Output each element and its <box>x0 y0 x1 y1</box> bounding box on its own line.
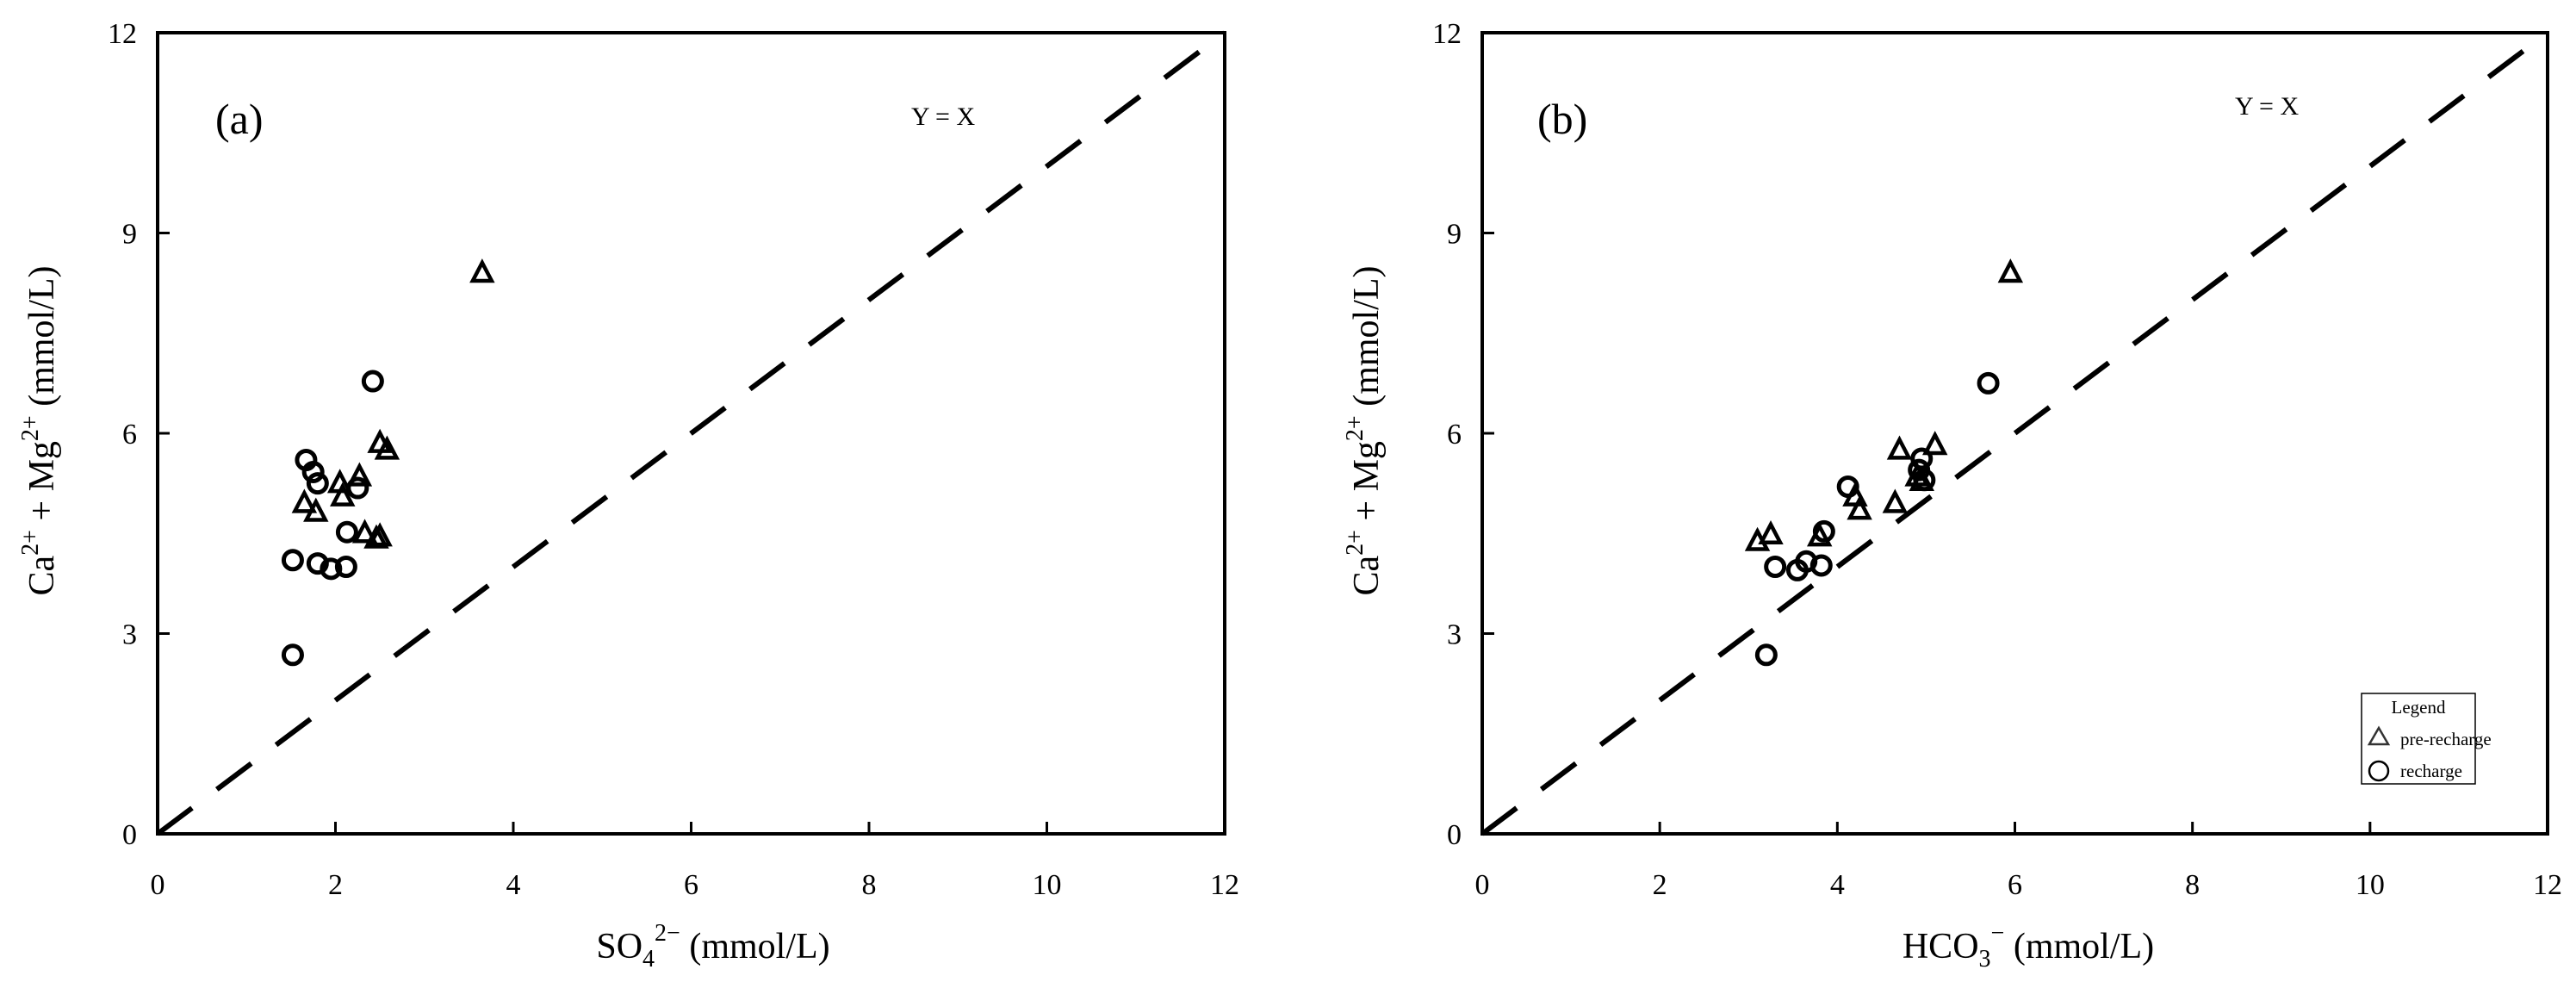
x-tick-label: 8 <box>2185 869 2200 901</box>
legend-triangle-marker <box>2367 725 2391 746</box>
axis-ticks: 0 2 4 6 8 10 12 0 3 6 9 12 <box>1432 18 2562 901</box>
data-point-recharge <box>1910 447 1934 470</box>
legend-title: Legend <box>2392 697 2446 718</box>
legend-circle-marker <box>2368 760 2390 782</box>
plot-frame <box>1480 31 2549 836</box>
data-point-recharge <box>1809 554 1833 577</box>
y-axis-label: Ca2+ + Mg2+ (mmol/L) <box>1342 265 1387 595</box>
data-point-recharge <box>1977 371 2000 395</box>
data-point-pre-recharge <box>469 258 495 283</box>
legend-label-recharge: recharge <box>2400 761 2462 781</box>
data-point-recharge <box>1754 643 1778 667</box>
y-tick-label: 9 <box>122 219 137 251</box>
data-point-recharge <box>306 552 329 575</box>
y-tick-label: 9 <box>1447 219 1462 251</box>
x-tick-label: 4 <box>506 869 521 901</box>
data-point-pre-recharge <box>1882 488 1909 513</box>
data-points <box>281 258 495 667</box>
y-tick-label: 6 <box>1447 419 1462 451</box>
y-tick-label: 12 <box>1432 18 1462 50</box>
x-tick-label: 6 <box>684 869 698 901</box>
data-point-recharge <box>320 557 343 581</box>
data-point-pre-recharge <box>1997 258 2024 283</box>
reference-line-label: Y = X <box>911 103 975 131</box>
plot-frame <box>156 31 1226 836</box>
legend: Legend pre-recharge recharge <box>2361 693 2492 785</box>
panel-label: (b) <box>1537 95 1587 143</box>
data-point-pre-recharge <box>1886 435 1913 460</box>
y-tick-label: 0 <box>1447 819 1462 851</box>
data-point-pre-recharge <box>1922 431 1948 456</box>
x-tick-label: 12 <box>2533 869 2562 901</box>
reference-line-label: Y = X <box>2235 92 2299 121</box>
chart-panel-a: 0 2 4 6 8 10 12 0 3 6 9 12 (a) Y = X SO42− (mmol/L)… <box>17 18 1239 973</box>
data-point-recharge <box>281 643 304 667</box>
x-tick-label: 8 <box>862 869 877 901</box>
data-point-pre-recharge <box>291 488 318 513</box>
x-axis-label: HCO3− (mmol/L) <box>1903 920 2154 973</box>
x-tick-label: 6 <box>2008 869 2022 901</box>
data-point-pre-recharge <box>303 497 329 522</box>
reference-line-y-equals-x <box>156 30 1226 836</box>
data-point-pre-recharge <box>363 524 389 549</box>
data-point-recharge <box>1836 475 1859 498</box>
legend-label-pre-recharge: pre-recharge <box>2400 729 2492 749</box>
y-tick-label: 3 <box>122 619 137 651</box>
y-tick-label: 12 <box>108 18 137 50</box>
x-tick-label: 4 <box>1830 869 1845 901</box>
data-point-pre-recharge <box>367 522 393 547</box>
data-point-pre-recharge <box>374 435 400 460</box>
data-point-recharge <box>361 370 384 393</box>
data-point-recharge <box>1812 519 1835 543</box>
data-point-recharge <box>346 476 369 500</box>
data-point-recharge <box>281 549 304 572</box>
data-point-pre-recharge <box>1847 495 1872 520</box>
x-tick-label: 0 <box>1475 869 1490 901</box>
data-point-recharge <box>306 472 329 495</box>
y-tick-label: 6 <box>122 419 137 451</box>
y-tick-label: 0 <box>122 819 137 851</box>
data-point-pre-recharge <box>346 462 373 487</box>
data-point-pre-recharge <box>330 482 356 507</box>
data-point-pre-recharge <box>351 519 378 544</box>
legend-box <box>2361 693 2476 785</box>
data-point-recharge <box>1764 556 1787 578</box>
x-tick-label: 10 <box>1033 869 1062 901</box>
chart-panel-b: 0 2 4 6 8 10 12 0 3 6 9 12 (b) Y = X HCO3− (mmol/L)… <box>1342 18 2562 973</box>
x-tick-label: 2 <box>328 869 343 901</box>
panel-label: (a) <box>215 95 264 143</box>
x-tick-label: 10 <box>2356 869 2385 901</box>
x-tick-label: 2 <box>1653 869 1667 901</box>
data-point-pre-recharge <box>1758 519 1784 545</box>
x-tick-label: 12 <box>1210 869 1239 901</box>
data-point-recharge <box>335 520 358 544</box>
data-point-recharge <box>301 460 325 483</box>
y-tick-label: 3 <box>1447 619 1462 651</box>
y-axis-label: Ca2+ + Mg2+ (mmol/L) <box>17 265 62 595</box>
data-point-recharge <box>334 556 357 578</box>
data-points <box>1744 258 2024 667</box>
reference-line <box>156 30 1226 836</box>
data-point-recharge <box>1913 469 1936 492</box>
axis-ticks: 0 2 4 6 8 10 12 0 3 6 9 12 <box>108 18 1239 901</box>
x-axis-label: SO42− (mmol/L) <box>596 920 829 973</box>
x-tick-label: 0 <box>151 869 165 901</box>
